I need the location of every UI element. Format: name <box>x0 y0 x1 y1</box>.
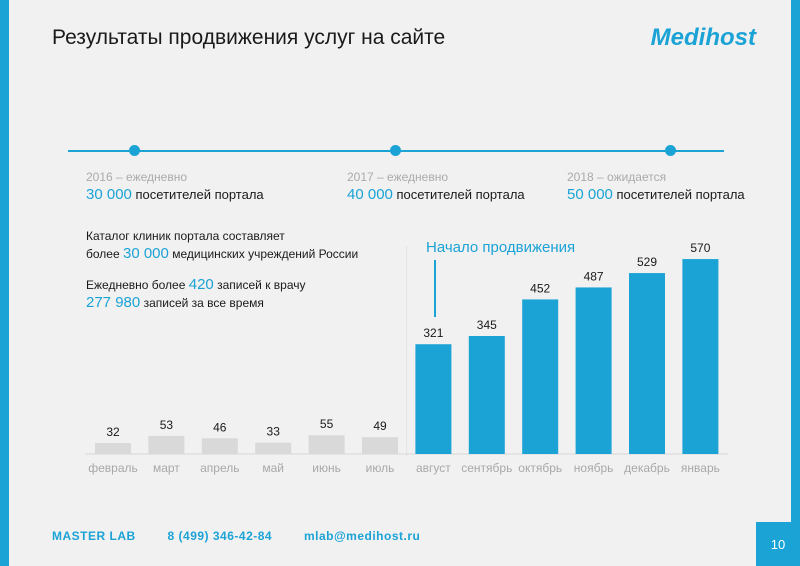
timeline-suffix: посетителей портала <box>396 187 525 202</box>
catalog-number: 30 000 <box>122 245 169 262</box>
total-suffix: записей за все время <box>143 296 264 310</box>
total-number: 277 980 <box>86 294 141 311</box>
timeline-label: 2018 – ожидается <box>567 170 667 184</box>
data-label: 345 <box>477 318 497 332</box>
data-label: 487 <box>584 269 604 283</box>
page-title: Результаты продвижения услуг на сайте <box>52 26 446 49</box>
bar-январь <box>682 259 719 454</box>
timeline-number: 30 000 <box>86 186 132 203</box>
bar-июль <box>362 437 398 454</box>
x-tick-label: декабрь <box>624 461 670 475</box>
x-tick-label: сентябрь <box>461 461 512 475</box>
footer-email[interactable]: mlab@medihost.ru <box>303 529 421 543</box>
x-tick-label: октябрь <box>518 461 562 475</box>
daily-number: 420 <box>188 276 214 293</box>
data-label: 53 <box>160 418 174 432</box>
bar-ноябрь <box>575 287 612 454</box>
data-label: 46 <box>213 420 227 434</box>
total-line: 277 980 записей за все время <box>86 294 264 311</box>
daily-suffix: записей к врачу <box>217 278 306 292</box>
bar-март <box>148 435 185 454</box>
x-tick-label: март <box>153 461 180 475</box>
timeline-value: 40 000 посетителей портала <box>347 186 525 203</box>
data-label: 32 <box>106 425 120 439</box>
data-label: 33 <box>267 425 281 439</box>
x-tick-label: июнь <box>312 461 341 475</box>
footer: MASTER LAB 8 (499) 346-42-84 mlab@mediho… <box>52 529 448 543</box>
left-accent-bar <box>0 0 9 566</box>
bar-декабрь <box>629 273 665 454</box>
promotion-start-line <box>434 260 436 317</box>
catalog-suffix: медицинских учреждений России <box>172 247 359 261</box>
x-tick-label: май <box>262 461 284 475</box>
data-label: 55 <box>320 417 334 431</box>
timeline-number: 50 000 <box>567 186 613 203</box>
bar-сентябрь <box>468 336 505 454</box>
timeline-value: 30 000 посетителей портала <box>86 186 264 203</box>
timeline-dot <box>390 145 401 156</box>
x-tick-label: август <box>416 461 451 475</box>
timeline-value: 50 000 посетителей портала <box>567 186 745 203</box>
bar-октябрь <box>522 299 559 454</box>
data-label: 452 <box>530 281 550 295</box>
data-label: 570 <box>690 241 710 255</box>
bar-апрель <box>201 438 238 454</box>
promotion-start-label: Начало продвижения <box>426 239 576 256</box>
data-label: 321 <box>423 326 443 340</box>
timeline-suffix: посетителей портала <box>616 187 745 202</box>
bar-февраль <box>95 443 131 454</box>
footer-phone: 8 (499) 346-42-84 <box>167 529 273 543</box>
catalog-line-2: более 30 000 медицинских учреждений Росс… <box>86 245 358 262</box>
bar-май <box>255 442 292 454</box>
page-number: 10 <box>756 522 800 566</box>
bar-июнь <box>308 435 345 454</box>
footer-company: MASTER LAB <box>52 529 136 543</box>
timeline-label: 2016 – ежедневно <box>86 170 187 184</box>
daily-prefix: Ежедневно более <box>86 278 186 292</box>
timeline-dot <box>665 145 676 156</box>
right-accent-bar <box>791 0 800 566</box>
x-tick-label: ноябрь <box>574 461 614 475</box>
timeline-number: 40 000 <box>347 186 393 203</box>
x-tick-label: февраль <box>88 461 138 475</box>
x-tick-label: январь <box>681 461 720 475</box>
bar-август <box>415 344 452 454</box>
catalog-line-1: Каталог клиник портала составляет <box>86 229 285 243</box>
timeline-label: 2017 – ежедневно <box>347 170 448 184</box>
x-tick-label: апрель <box>200 461 239 475</box>
data-label: 529 <box>637 255 657 269</box>
catalog-prefix: более <box>86 247 120 261</box>
x-tick-label: июль <box>366 461 395 475</box>
brand-logo: Medihost <box>650 24 756 51</box>
timeline-dot <box>129 145 140 156</box>
timeline-suffix: посетителей портала <box>135 187 264 202</box>
data-label: 49 <box>373 419 387 433</box>
daily-line: Ежедневно более 420 записей к врачу <box>86 276 306 293</box>
